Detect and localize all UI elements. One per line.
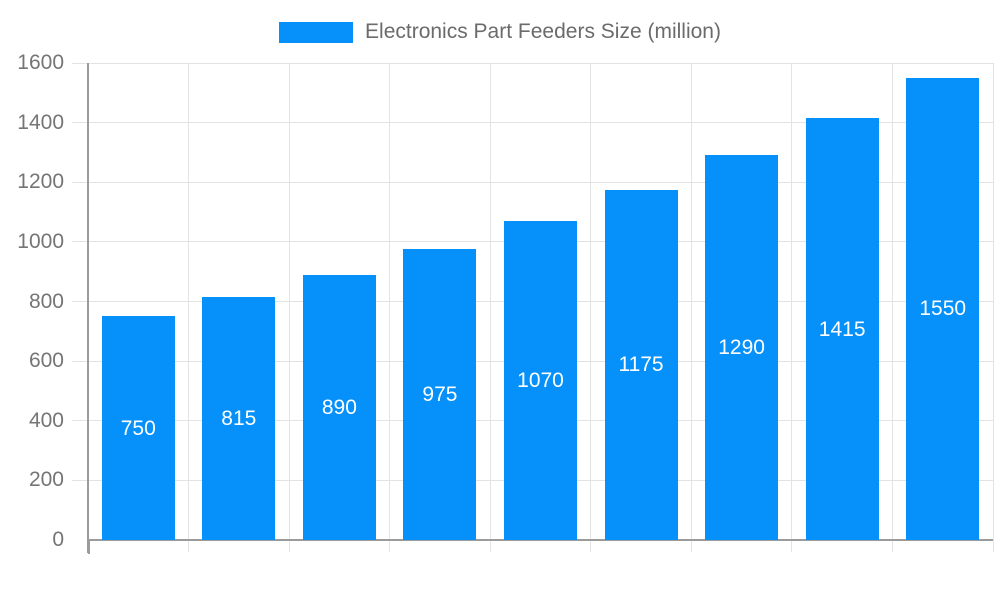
y-axis-tick-label: 1600: [17, 51, 64, 74]
bar-2032: 1415: [805, 118, 879, 540]
x-gridline: [791, 63, 793, 540]
bar-2029: 1070: [504, 221, 577, 540]
x-axis-tick: [489, 540, 491, 552]
bar-value-label: 1290: [718, 336, 765, 360]
x-gridline: [288, 63, 290, 540]
y-gridline: [72, 62, 993, 64]
bar-2031: 1290: [705, 155, 779, 540]
x-axis-tick: [992, 540, 994, 552]
x-gridline: [389, 63, 391, 540]
bar-2025: 750: [101, 316, 175, 540]
legend-item[interactable]: Electronics Part Feeders Size (million): [279, 20, 721, 44]
x-axis-tick: [690, 540, 692, 552]
x-gridline: [590, 63, 592, 540]
legend-series-label: Electronics Part Feeders Size (million): [365, 20, 721, 43]
x-axis-tick: [791, 540, 793, 552]
y-axis-tick-label: 400: [28, 408, 64, 432]
y-axis-tick-label: 1400: [17, 110, 64, 134]
bar-value-label: 890: [321, 395, 357, 419]
x-axis-tick: [891, 540, 893, 552]
y-axis-tick-label: 800: [28, 289, 64, 313]
bar-2028: 975: [403, 249, 477, 540]
y-axis-tick-label: 1000: [17, 229, 64, 253]
y-axis-tick-label: 1200: [17, 170, 64, 194]
bar-value-label: 1070: [517, 368, 564, 392]
bar-value-label: 750: [120, 416, 156, 440]
bar-2026: 815: [202, 297, 276, 540]
bar-2033: 1550: [906, 77, 980, 540]
x-axis-tick: [389, 540, 391, 552]
bar-2027: 890: [302, 274, 376, 540]
x-gridline: [188, 63, 190, 540]
bar-value-label: 1175: [618, 353, 664, 377]
bar-value-label: 1415: [818, 317, 866, 341]
x-gridline: [992, 63, 994, 540]
y-axis-line: [87, 63, 89, 553]
bar-value-label: 1550: [919, 297, 967, 321]
x-axis-tick: [188, 540, 190, 552]
x-axis-tick: [288, 540, 290, 552]
x-gridline: [489, 63, 491, 540]
y-axis-tick-label: 200: [28, 468, 64, 492]
y-gridline: [72, 122, 993, 124]
y-axis-tick-label: 0: [52, 528, 64, 551]
y-gridline: [72, 181, 993, 183]
chart-legend: Electronics Part Feeders Size (million): [0, 20, 1000, 44]
x-axis-line: [88, 539, 993, 541]
plot-area: 0200400600800100012001400160020252026202…: [17, 52, 994, 554]
x-axis-tick: [590, 540, 592, 552]
x-gridline: [891, 63, 893, 540]
legend-color-swatch: [279, 21, 354, 43]
bar-2030: 1175: [604, 189, 678, 540]
bar-value-label: 815: [221, 407, 257, 430]
bar-value-label: 975: [422, 383, 458, 407]
y-axis-tick-label: 600: [28, 349, 64, 373]
x-gridline: [690, 63, 692, 540]
